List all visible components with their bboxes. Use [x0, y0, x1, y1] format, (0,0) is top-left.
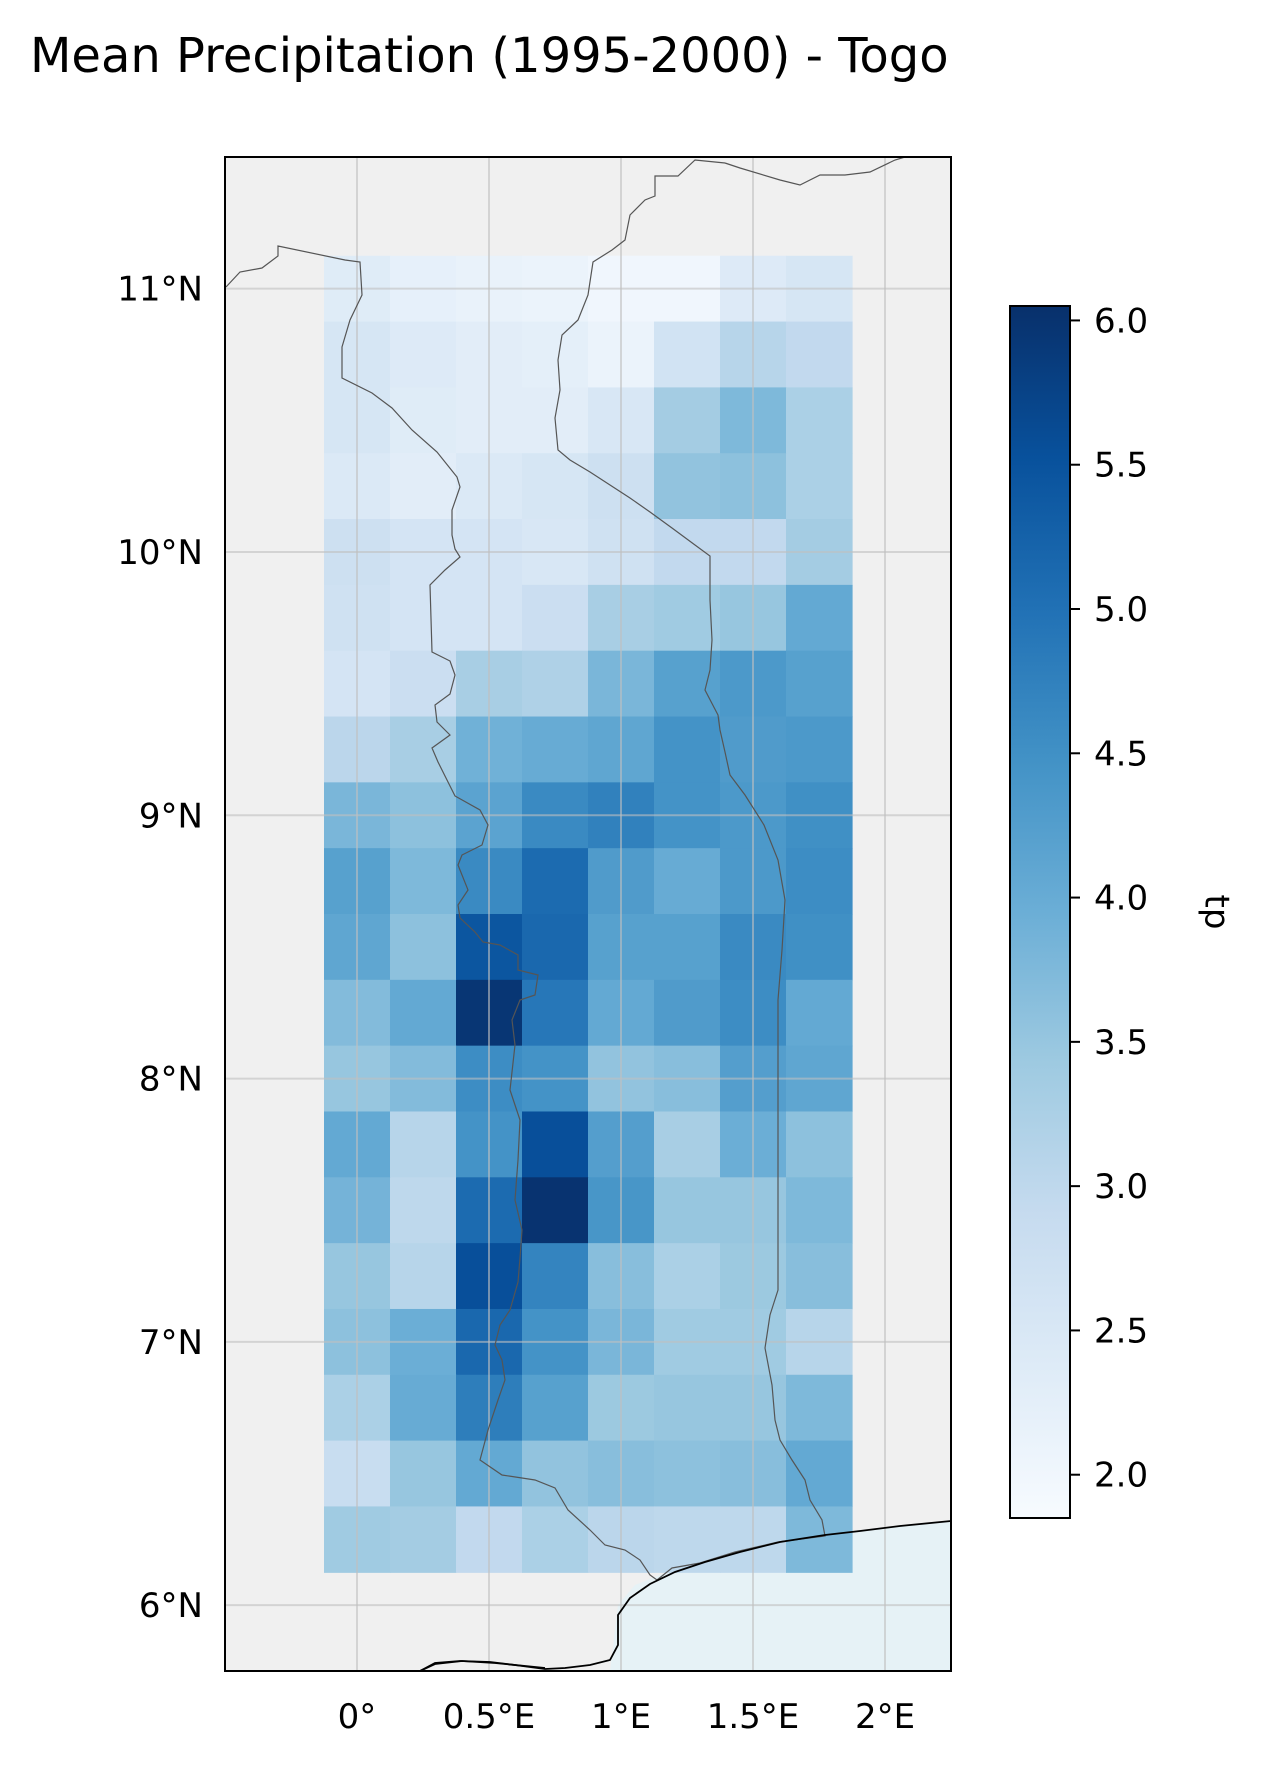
x-tick-label: 1°E [591, 1697, 651, 1737]
country-border [225, 159, 826, 1581]
y-tick-label: 9°N [139, 796, 203, 836]
heat-cell [390, 387, 457, 454]
heat-cell [654, 914, 721, 981]
heat-cell [390, 1506, 457, 1573]
heat-cell [786, 650, 853, 718]
map-panel: 0° 0.5°E 1°E 1.5°E 2°E 6°N 7°N 8°N 9°N 10°N 11°N [117, 156, 952, 1737]
colorbar-gradient [1009, 305, 1071, 1519]
heat-cell [654, 387, 721, 454]
heat-cell [522, 584, 589, 652]
y-tick-label: 8°N [139, 1060, 203, 1100]
x-axis-ticks: 0° 0.5°E 1°E 1.5°E 2°E [338, 1697, 915, 1737]
colorbar-tick-label: 4.5 [1094, 734, 1148, 774]
heat-cell [522, 1440, 589, 1508]
colorbar-tick-label: 3.5 [1094, 1023, 1148, 1063]
heat-cell [654, 1111, 721, 1178]
heat-cell [390, 1243, 457, 1310]
heat-cell [390, 716, 457, 783]
heat-cell [786, 1177, 853, 1244]
colorbar-tick-label: 5.0 [1094, 590, 1148, 630]
heat-cell [786, 848, 853, 915]
heat-cell [786, 914, 853, 981]
gridlines [225, 157, 951, 1671]
heat-cell [522, 1243, 589, 1310]
colorbar-label: tp [1197, 895, 1237, 930]
heat-cell [654, 1440, 721, 1508]
x-tick-label: 1.5°E [707, 1697, 800, 1737]
colorbar-tick-label: 3.0 [1094, 1167, 1148, 1207]
coastline-west [419, 1660, 546, 1671]
heat-cell [786, 1111, 853, 1178]
x-tick-label: 2°E [855, 1697, 915, 1737]
border-segment [724, 157, 906, 186]
heat-cell [390, 1374, 457, 1442]
colorbar-tick-label: 4.0 [1094, 879, 1148, 919]
y-tick-label: 6°N [139, 1586, 203, 1626]
heat-cell [522, 453, 589, 520]
heat-cell [390, 453, 457, 520]
map-frame [224, 156, 952, 1672]
x-tick-label: 0° [338, 1697, 377, 1737]
heat-cell [786, 716, 853, 783]
colorbar-tick-label: 2.5 [1094, 1311, 1148, 1351]
heat-cell [522, 1111, 589, 1178]
heat-cell [654, 321, 721, 388]
heat-cell [522, 914, 589, 981]
heat-cell [786, 1440, 853, 1508]
heat-cell [654, 1506, 721, 1573]
heat-cell [522, 1177, 589, 1244]
heat-cell [654, 1243, 721, 1310]
y-tick-label: 10°N [117, 533, 203, 573]
heat-cell [654, 848, 721, 915]
heat-cell [786, 584, 853, 652]
heat-cell [522, 1506, 589, 1573]
x-tick-label: 0.5°E [443, 1697, 536, 1737]
colorbar-tick-label: 2.0 [1094, 1456, 1148, 1496]
heat-cell [654, 1374, 721, 1442]
heat-cell [786, 979, 853, 1047]
heat-cell [390, 321, 457, 388]
heat-cell [390, 1440, 457, 1508]
heat-cell [390, 979, 457, 1047]
colorbar: 2.0 2.5 3.0 3.5 4.0 4.5 5.0 5.5 6.0 tp [1009, 301, 1237, 1519]
heat-cell [786, 387, 853, 454]
chart-title: Mean Precipitation (1995-2000) - Togo [30, 28, 949, 84]
heat-cell [390, 1177, 457, 1244]
colorbar-ticks: 2.0 2.5 3.0 3.5 4.0 4.5 5.0 5.5 6.0 [1070, 301, 1148, 1496]
heat-cell [786, 453, 853, 520]
heat-cell [654, 1177, 721, 1244]
heat-cell [654, 453, 721, 520]
heat-cell [390, 1111, 457, 1178]
ocean [610, 1521, 951, 1671]
y-tick-label: 7°N [139, 1323, 203, 1363]
colorbar-tick-label: 6.0 [1094, 301, 1148, 341]
heat-cell [390, 848, 457, 915]
heat-cell [654, 716, 721, 783]
y-tick-label: 11°N [117, 270, 203, 310]
colorbar-tick-label: 5.5 [1094, 446, 1148, 486]
heat-cell [522, 979, 589, 1047]
heat-cell [522, 321, 589, 388]
heat-cell [522, 848, 589, 915]
heat-cell [390, 650, 457, 718]
heat-cell [390, 584, 457, 652]
heat-cell [786, 1374, 853, 1442]
heat-cell [522, 716, 589, 783]
heat-cell [786, 321, 853, 388]
heat-cell [654, 979, 721, 1047]
heat-cell [786, 1243, 853, 1310]
y-axis-ticks: 6°N 7°N 8°N 9°N 10°N 11°N [117, 270, 203, 1627]
heat-cell [522, 1374, 589, 1442]
heat-cell [390, 914, 457, 981]
heat-cell [654, 650, 721, 718]
heatmap-cells [324, 255, 853, 1573]
heat-cell [522, 650, 589, 718]
